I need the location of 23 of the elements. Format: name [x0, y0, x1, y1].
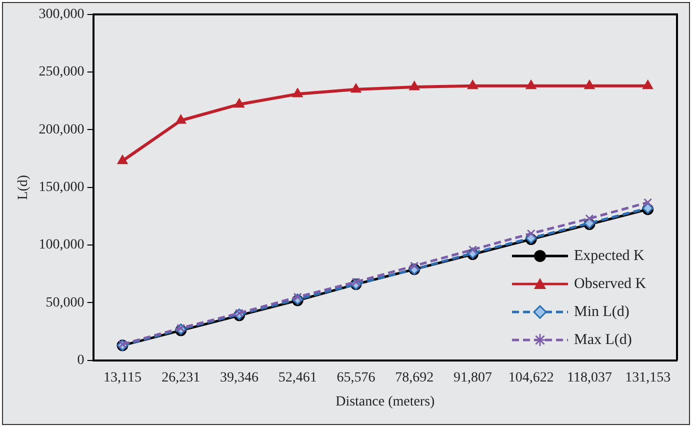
y-tick-label: 50,000 [46, 295, 84, 310]
x-tick-label: 13,115 [103, 370, 142, 386]
legend-label: Max L(d) [574, 332, 632, 349]
x-tick-label: 65,576 [336, 370, 376, 386]
y-tick-label: 100,000 [38, 238, 84, 253]
y-tick-label: 0 [77, 353, 84, 368]
y-tick-label: 150,000 [38, 180, 84, 196]
x-tick-label: 26,231 [162, 370, 200, 386]
x-tick-label: 78,692 [395, 370, 434, 386]
y-axis-title: L(d) [16, 174, 32, 200]
x-tick-label: 39,346 [220, 370, 258, 386]
y-tick-label: 250,000 [38, 64, 84, 80]
legend-label: Min L(d) [574, 304, 630, 321]
y-tick-label: 200,000 [38, 122, 84, 138]
y-tick-label: 300,000 [38, 7, 84, 22]
x-tick-label: 104,622 [508, 370, 554, 386]
legend-label: Observed K [574, 276, 646, 293]
x-tick-label: 118,037 [566, 370, 612, 386]
x-tick-label: 131,153 [625, 370, 671, 386]
legend-label: Expected K [574, 248, 644, 265]
x-tick-label: 52,461 [278, 370, 317, 386]
x-tick-label: 91,807 [453, 370, 492, 386]
x-axis-title: Distance (meters) [336, 394, 436, 410]
